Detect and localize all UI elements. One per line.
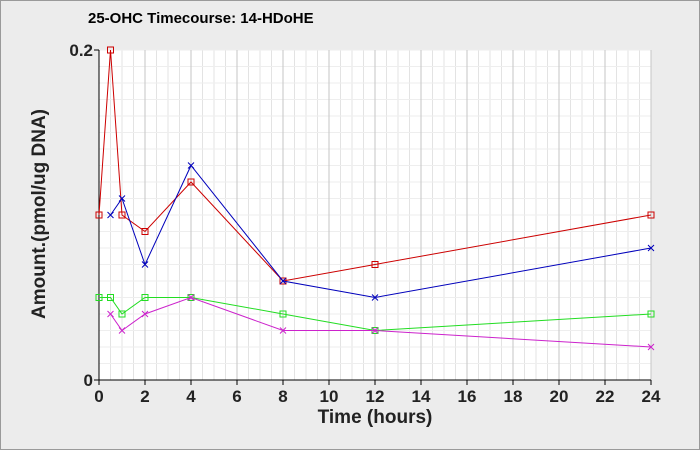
- series-1-point: [141, 228, 149, 235]
- x-tick-label: 0: [94, 387, 103, 406]
- series-4-point: [118, 327, 126, 334]
- series-1-point: [95, 211, 103, 219]
- series-1-line: [98, 49, 652, 282]
- x-tick-label: 16: [458, 387, 477, 406]
- x-tick-label: 24: [642, 387, 661, 406]
- series-2-point: [371, 294, 379, 301]
- x-tick-label: 18: [504, 387, 523, 406]
- x-tick-label: 20: [550, 387, 569, 406]
- x-tick-label: 12: [366, 387, 385, 406]
- x-tick-label: 8: [278, 387, 287, 406]
- chart-title: 25-OHC Timecourse: 14-HDoHE: [88, 10, 314, 27]
- x-axis-label: Time (hours): [317, 407, 433, 428]
- x-tick-label: 10: [320, 387, 339, 406]
- x-tick-label: 4: [186, 387, 196, 406]
- series-1-point: [187, 178, 195, 186]
- y-tick-label: 0.2: [69, 41, 93, 60]
- series-1-point: [118, 211, 126, 219]
- series-3-point: [107, 294, 114, 301]
- series-3-point: [279, 310, 287, 318]
- series-4-point: [187, 294, 195, 301]
- series-4-point: [141, 310, 149, 318]
- series-2-point: [107, 211, 114, 219]
- series-2-point: [141, 261, 149, 268]
- series-4-point: [107, 310, 114, 318]
- series-2-point: [647, 244, 655, 252]
- series-3-point: [118, 310, 126, 318]
- series-2-point: [279, 277, 287, 285]
- series-3-point: [95, 294, 103, 301]
- x-tick-label: 2: [140, 387, 149, 406]
- series-3-point: [141, 294, 149, 301]
- series-1-point: [107, 46, 114, 54]
- y-tick-label: 0: [84, 371, 93, 390]
- series-2-point: [118, 195, 126, 202]
- series-1-point: [371, 261, 379, 268]
- series-4-point: [279, 327, 287, 334]
- y-axis-label: Amount.(pmol/ug DNA): [29, 108, 50, 320]
- series-3-point: [187, 294, 195, 301]
- series-4-point: [647, 343, 655, 351]
- series-3-point: [647, 310, 655, 318]
- x-tick-label: 14: [412, 387, 431, 406]
- x-tick-label: 22: [596, 387, 615, 406]
- series-1-point: [647, 211, 655, 219]
- series-2-point: [187, 162, 195, 169]
- series-4-point: [371, 327, 379, 334]
- series-1-point: [279, 277, 287, 285]
- x-tick-label: 6: [232, 387, 241, 406]
